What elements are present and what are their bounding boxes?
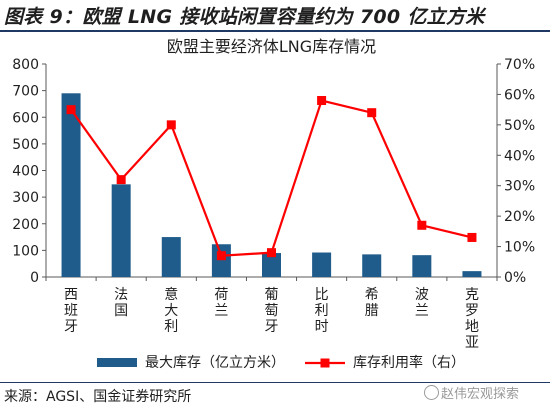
utilization-line xyxy=(70,99,473,257)
bar xyxy=(211,244,231,277)
left-tick-label: 300 xyxy=(12,190,39,206)
left-tick-label: 600 xyxy=(12,110,39,126)
right-tick-label: 0% xyxy=(504,270,526,286)
left-tick-label: 800 xyxy=(12,57,39,73)
wechat-icon xyxy=(424,385,439,400)
title-rule xyxy=(0,30,550,32)
utilization-marker xyxy=(116,175,126,185)
left-tick-label: 100 xyxy=(12,243,39,259)
left-tick-label: 400 xyxy=(12,164,39,180)
x-tick-label: 葡萄牙 xyxy=(265,287,279,335)
x-tick-label: 克罗地亚 xyxy=(465,287,479,351)
legend-line-marker xyxy=(320,358,330,368)
left-tick-label: 500 xyxy=(12,137,39,153)
left-tick-label: 200 xyxy=(12,217,39,233)
bar xyxy=(161,237,181,277)
right-tick-label: 50% xyxy=(504,118,535,134)
legend-bar-swatch xyxy=(97,358,137,367)
utilization-marker xyxy=(66,105,76,115)
right-tick-label: 70% xyxy=(504,57,535,73)
utilization-marker xyxy=(367,108,377,118)
right-tick-label: 60% xyxy=(504,87,535,103)
utilization-marker xyxy=(467,232,477,242)
x-tick-label: 西班牙 xyxy=(64,287,78,335)
legend-bar-label: 最大库存（亿立方米） xyxy=(145,355,285,371)
x-tick-label: 希腊 xyxy=(365,287,379,319)
bar xyxy=(262,253,281,277)
left-tick-label: 700 xyxy=(12,84,39,100)
chart-title: 欧盟主要经济体LNG库存情况 xyxy=(167,37,376,56)
bar xyxy=(312,252,332,277)
source-note: 来源：AGSI、国金证券研究所 xyxy=(4,389,192,405)
legend-line-label: 库存利用率（右） xyxy=(353,354,465,371)
x-tick-label: 波兰 xyxy=(415,287,429,319)
right-tick-label: 30% xyxy=(504,179,535,195)
watermark-text: 赵伟宏观探索 xyxy=(441,387,520,402)
bottom-rule xyxy=(0,382,550,383)
bar xyxy=(111,184,131,277)
bar xyxy=(462,271,482,277)
right-tick-label: 40% xyxy=(504,148,535,164)
left-tick-label: 0 xyxy=(30,270,39,286)
figure-title: 图表 9：欧盟 LNG 接收站闲置容量约为 700 亿立方米 xyxy=(4,6,485,28)
x-tick-label: 比利时 xyxy=(315,287,329,335)
x-tick-label: 荷兰 xyxy=(214,287,228,319)
utilization-marker xyxy=(417,220,427,230)
bar xyxy=(61,93,81,277)
watermark: 赵伟宏观探索 xyxy=(424,383,519,402)
utilization-marker xyxy=(267,248,276,258)
bar-line-chart: 欧盟主要经济体LNG库存情况 0 100 200 300 400 500 600 700 800 0… xyxy=(12,37,535,371)
utilization-marker xyxy=(216,251,226,261)
bar xyxy=(412,255,432,277)
utilization-marker xyxy=(317,96,327,106)
utilization-marker xyxy=(166,120,176,130)
bar xyxy=(362,254,382,277)
x-tick-label: 法国 xyxy=(114,287,128,319)
right-tick-label: 20% xyxy=(504,209,535,225)
x-tick-label: 意大利 xyxy=(164,286,178,335)
right-tick-label: 10% xyxy=(504,240,535,256)
